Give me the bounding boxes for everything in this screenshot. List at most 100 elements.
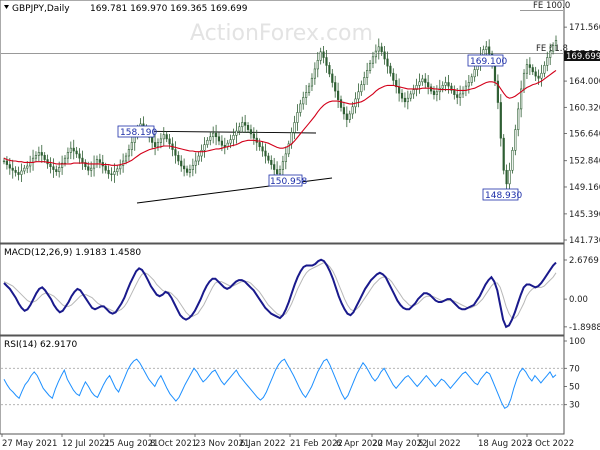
candle	[130, 135, 133, 157]
candle	[459, 85, 462, 106]
candle	[447, 75, 450, 94]
candle	[371, 51, 375, 69]
macd-line	[3, 258, 557, 329]
candle	[55, 165, 58, 176]
candle	[23, 164, 26, 175]
rsi-panel	[0, 335, 565, 435]
candle	[165, 131, 168, 143]
annotation-150958: 150.958	[268, 174, 307, 187]
candle	[348, 110, 351, 123]
macd-y-tick-label: -1.8988	[569, 323, 600, 333]
candle	[284, 146, 287, 170]
candle	[75, 146, 78, 158]
candle	[400, 89, 404, 103]
candle	[287, 140, 290, 158]
candle	[302, 91, 305, 110]
annotation-169100: 169.100	[467, 54, 507, 67]
candle	[52, 158, 55, 178]
candle	[421, 74, 424, 86]
candle	[43, 152, 46, 163]
candle	[270, 155, 273, 170]
candle	[305, 85, 308, 105]
candle	[392, 68, 395, 86]
candle	[26, 161, 29, 174]
candle	[183, 158, 186, 177]
candle	[206, 137, 209, 148]
price-y-tick-label: 164.000	[569, 77, 600, 87]
candle	[554, 35, 558, 51]
candle	[246, 122, 250, 133]
candle	[549, 43, 552, 66]
candle	[185, 165, 189, 176]
candle	[180, 155, 183, 172]
candle	[540, 64, 543, 87]
candle	[235, 122, 238, 144]
macd-signal-line	[3, 262, 557, 319]
candle	[368, 60, 372, 74]
candle	[212, 126, 215, 144]
candle	[209, 131, 212, 146]
candle	[534, 66, 537, 82]
candle	[98, 153, 101, 169]
candle	[467, 75, 470, 94]
candle	[502, 134, 505, 175]
candle	[127, 144, 131, 161]
annotation-148930: 148.930	[482, 188, 522, 201]
price-y-tick-label: 145.390	[569, 210, 600, 220]
candle	[380, 42, 383, 56]
candle	[66, 147, 70, 164]
x-tick-label: 6 Jan 2022	[240, 439, 286, 449]
candle	[249, 124, 253, 139]
x-tick-label: 25 Aug 2021	[104, 439, 158, 449]
candle	[377, 38, 380, 60]
price-title: GBPJPY,Daily 169.781 169.970 169.365 169…	[4, 4, 248, 14]
annotation-158190: 158.190	[117, 125, 157, 138]
candle	[508, 162, 511, 192]
candle	[119, 159, 122, 175]
candle	[514, 124, 517, 156]
candle	[63, 154, 67, 167]
price-y-tick-label: 171.560	[569, 23, 600, 33]
candle	[61, 155, 64, 175]
candle	[470, 73, 473, 86]
candle	[427, 75, 430, 95]
candle	[322, 46, 325, 64]
macd-panel	[0, 243, 565, 336]
candle	[252, 127, 255, 145]
svg-text:158.190: 158.190	[120, 128, 157, 138]
rsi-line	[3, 358, 557, 409]
x-tick-label: 12 Jul 2021	[62, 439, 110, 449]
candle	[418, 73, 421, 94]
x-tick-label: 6 Apr 2022	[336, 439, 383, 449]
price-y-tick-label: 149.160	[569, 183, 600, 193]
candle	[188, 164, 192, 178]
candle	[162, 127, 165, 147]
price-y-tick-label: 156.640	[569, 130, 600, 140]
candle	[273, 157, 276, 177]
candle	[444, 76, 447, 92]
candle	[232, 128, 235, 147]
candle	[159, 133, 162, 149]
candle	[84, 159, 87, 170]
x-tick-label: 27 May 2021	[2, 439, 57, 449]
candle	[525, 58, 529, 80]
candle	[214, 124, 218, 146]
candle	[116, 164, 119, 176]
candle	[217, 132, 221, 146]
candle	[339, 95, 343, 112]
candle	[406, 90, 409, 110]
candle	[453, 85, 456, 100]
macd-y-axis: 2.6769 0.00 -1.8988	[564, 256, 600, 333]
fe-618-label: FE 61.8	[536, 44, 568, 54]
candle	[409, 90, 412, 102]
candle	[337, 82, 340, 108]
price-panel	[0, 0, 565, 244]
candle	[473, 64, 476, 82]
candle	[319, 47, 322, 65]
macd-y-tick-label: 0.00	[569, 295, 588, 305]
candle	[5, 156, 9, 170]
candle	[40, 144, 43, 163]
candle	[363, 71, 366, 91]
candle	[366, 62, 369, 86]
candle	[2, 157, 6, 165]
